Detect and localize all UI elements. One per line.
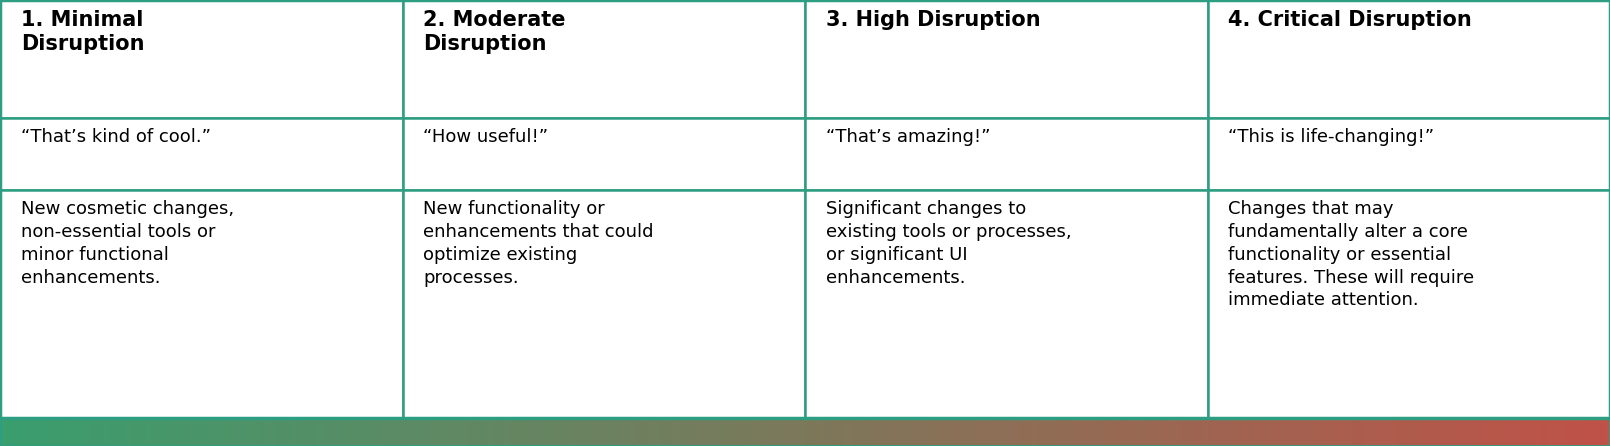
Bar [805, 118, 1208, 190]
Bar [805, 190, 1208, 418]
Text: New cosmetic changes,
non-essential tools or
minor functional
enhancements.: New cosmetic changes, non-essential tool… [21, 200, 233, 286]
Text: 4. Critical Disruption: 4. Critical Disruption [1228, 10, 1472, 30]
Text: 2. Moderate
Disruption: 2. Moderate Disruption [423, 10, 567, 54]
Bar [0, 190, 402, 418]
Bar [805, 0, 1208, 118]
Bar [402, 190, 805, 418]
Text: Significant changes to
existing tools or processes,
or significant UI
enhancemen: Significant changes to existing tools or… [826, 200, 1072, 286]
Text: 3. High Disruption: 3. High Disruption [826, 10, 1040, 30]
Bar [1208, 118, 1610, 190]
Bar [1208, 190, 1610, 418]
Text: 1. Minimal
Disruption: 1. Minimal Disruption [21, 10, 145, 54]
Text: “This is life-changing!”: “This is life-changing!” [1228, 128, 1435, 146]
Bar [1208, 0, 1610, 118]
Bar [402, 118, 805, 190]
Text: Changes that may
fundamentally alter a core
functionality or essential
features.: Changes that may fundamentally alter a c… [1228, 200, 1475, 310]
Bar [0, 0, 402, 118]
Text: “That’s amazing!”: “That’s amazing!” [826, 128, 990, 146]
Bar [0, 418, 1610, 446]
Text: “That’s kind of cool.”: “That’s kind of cool.” [21, 128, 211, 146]
Bar [402, 0, 805, 118]
Text: “How useful!”: “How useful!” [423, 128, 549, 146]
Text: New functionality or
enhancements that could
optimize existing
processes.: New functionality or enhancements that c… [423, 200, 654, 286]
Bar [0, 118, 402, 190]
